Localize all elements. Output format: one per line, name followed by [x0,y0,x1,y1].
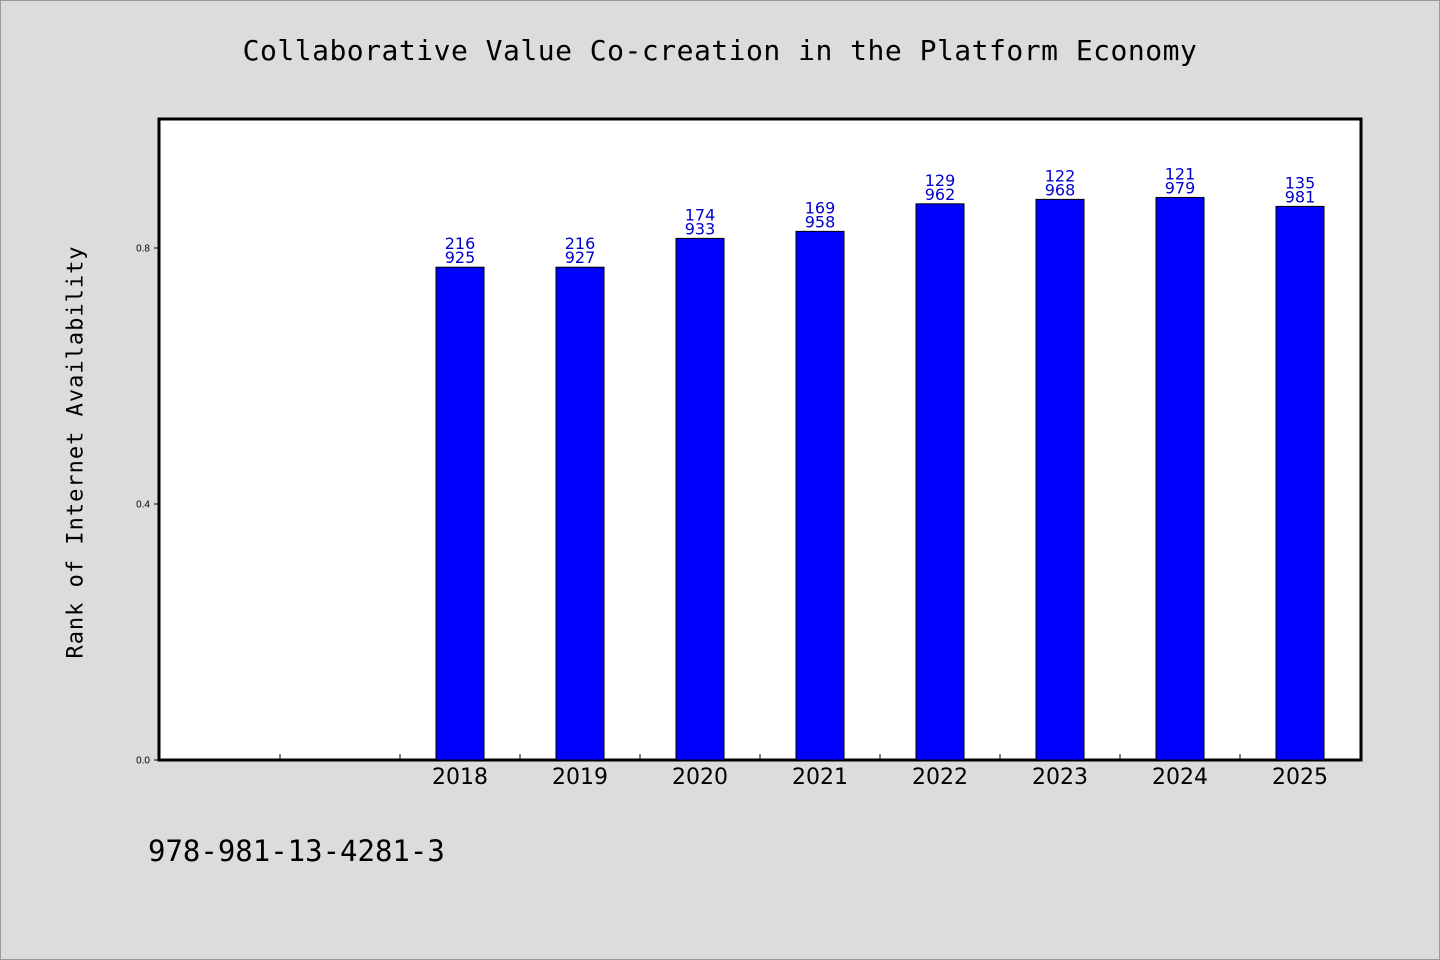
x-tick-label-2021: 2021 [792,765,848,790]
x-tick-label-2025: 2025 [1272,765,1328,790]
x-axis-tick-labels: 2018 2019 2020 2021 2022 2023 2024 2025 [432,765,1328,790]
bar-label-top-2023: 122 [1045,166,1076,185]
bar-label-top-2022: 129 [925,171,956,190]
bar-2024 [1155,196,1205,761]
bar-2018 [435,266,485,761]
x-tick-label-2024: 2024 [1152,765,1208,790]
bar-label-bottom-2023: 968 [1045,180,1076,199]
x-tick-label-2023: 2023 [1032,765,1088,790]
chart-title: Collaborative Value Co-creation in the P… [242,34,1198,67]
bar-label-top-2020: 174 [685,205,716,224]
bar-2022 [915,203,965,761]
y-axis-ticks: 0.0 0.4 0.8 [136,244,160,767]
y-tick-label: 0.0 [136,756,150,767]
bar-2025 [1275,205,1325,761]
bar-label-bottom-2024: 979 [1165,178,1196,197]
bar-2023 [1035,198,1085,761]
bar-label-bottom-2018: 925 [445,248,476,267]
bar-label-top-2024: 121 [1165,164,1196,183]
bar-2021 [795,230,845,761]
bar-label-bottom-2021: 958 [805,212,836,231]
y-tick-label: 0.4 [136,500,150,511]
x-tick-label-2019: 2019 [552,765,608,790]
bar-label-bottom-2025: 981 [1285,187,1316,206]
bar-label-bottom-2019: 927 [565,248,596,267]
x-axis-ticks [279,754,1241,760]
bar-2020 [675,237,725,761]
bar-value-labels: 2169252169271749331699581299621229681219… [445,164,1316,267]
bar-series [435,196,1325,761]
x-tick-label-2020: 2020 [672,765,728,790]
bar-label-bottom-2020: 933 [685,219,716,238]
x-tick-label-2018: 2018 [432,765,488,790]
bar-label-bottom-2022: 962 [925,185,956,204]
y-tick-label: 0.8 [136,244,150,255]
x-tick-label-2022: 2022 [912,765,968,790]
bar-label-top-2019: 216 [565,234,596,253]
bar-label-top-2025: 135 [1285,173,1316,192]
bar-2019 [555,266,605,761]
bar-label-top-2018: 216 [445,234,476,253]
isbn-footer: 978-981-13-4281-3 [148,834,445,868]
bar-label-top-2021: 169 [805,198,836,217]
